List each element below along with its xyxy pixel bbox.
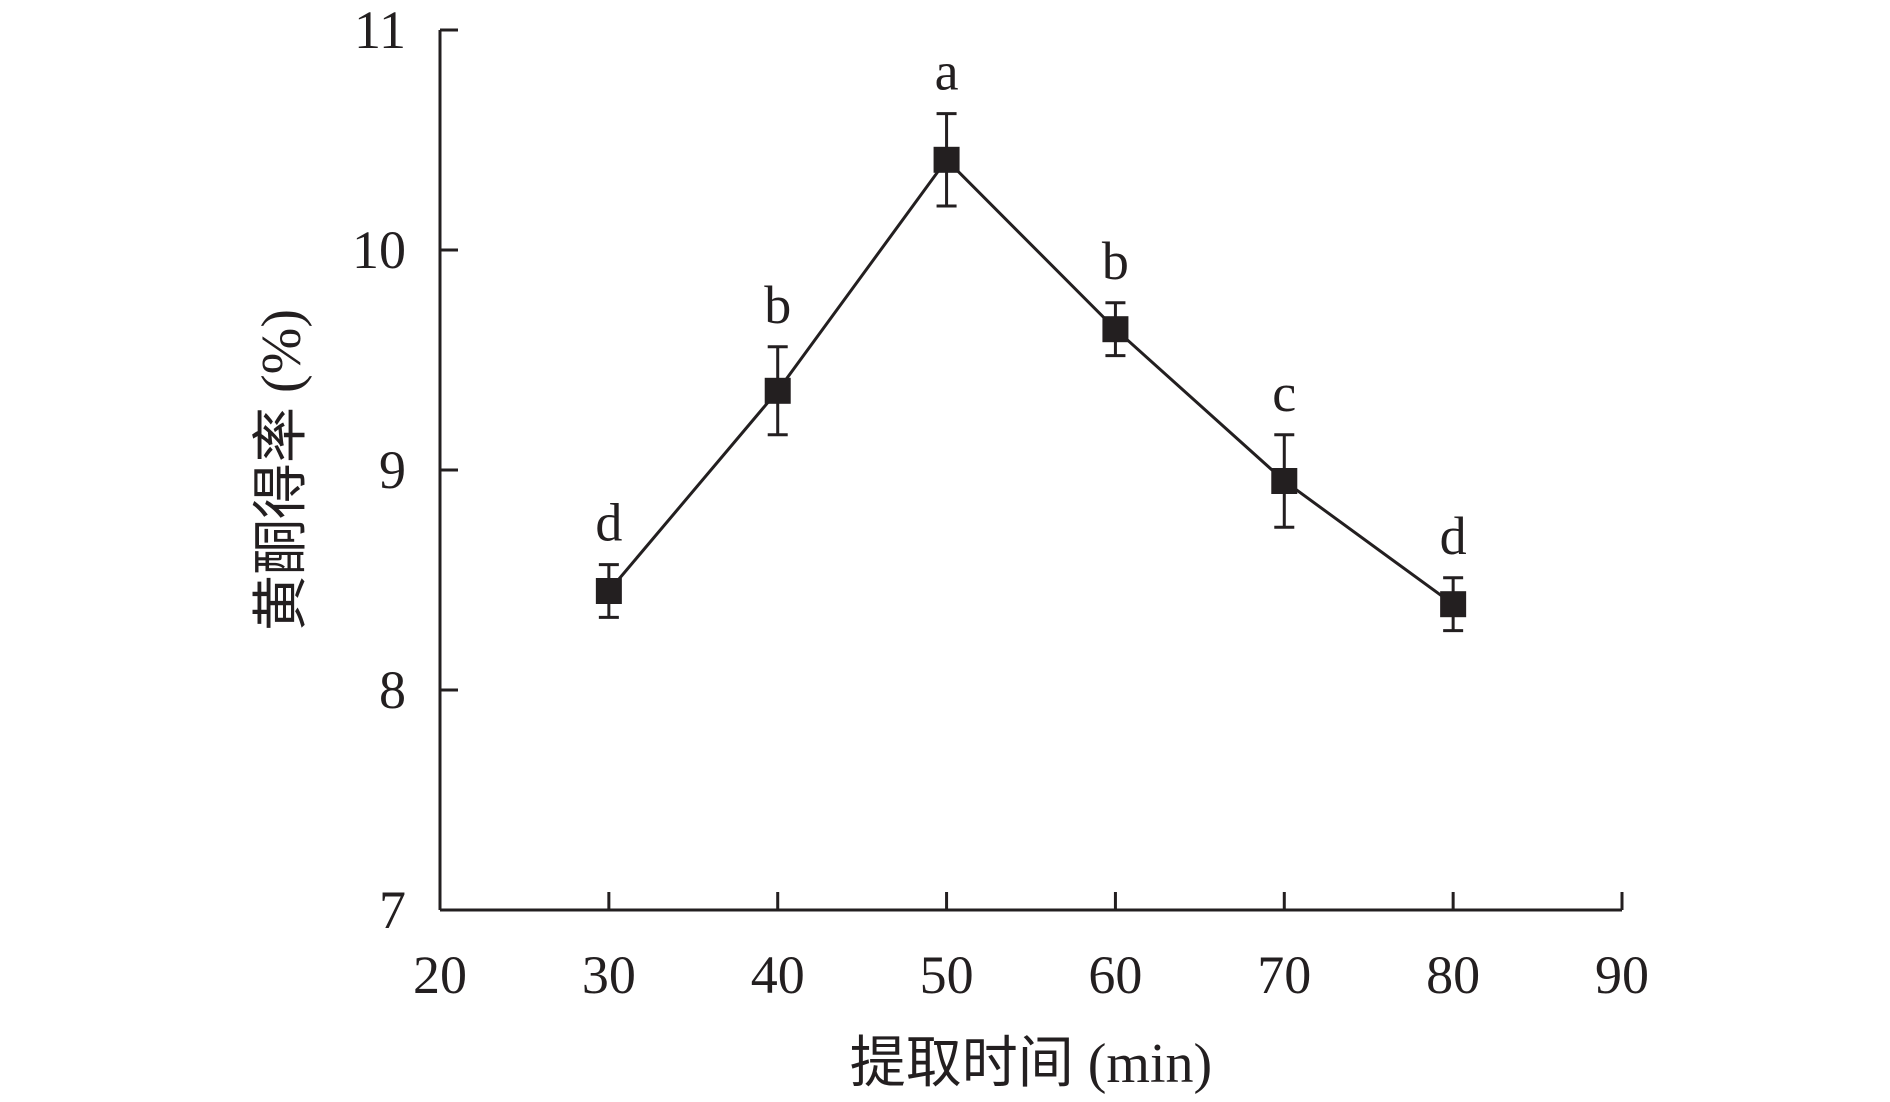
significance-label: b [1102,231,1129,291]
x-tick-label: 30 [582,945,636,1005]
data-point [595,578,622,604]
data-point [1102,316,1129,343]
series-line [607,157,1455,606]
axes [438,30,1622,912]
x-tick-label: 90 [1595,945,1649,1005]
x-axis-label: 提取时间 (min) [850,1033,1212,1095]
x-tick-label: 80 [1426,945,1480,1005]
x-tick-label: 40 [751,945,805,1005]
significance-label: c [1272,363,1296,423]
y-tick-label: 11 [354,0,406,60]
significance-label: d [1440,506,1467,566]
significance-label: a [935,42,959,102]
y-tick-label: 7 [379,880,406,940]
y-tick-label: 8 [379,660,406,720]
y-tick-label: 10 [352,220,406,280]
significance-label: b [764,275,791,335]
x-tick-label: 70 [1257,945,1311,1005]
data-point [1440,591,1467,618]
data-point [933,146,960,173]
x-tick-label: 60 [1088,945,1142,1005]
data-point [1271,468,1298,494]
x-ticks: 20 30 40 50 60 70 80 90 [413,892,1649,1005]
significance-label: d [595,493,622,553]
x-tick-label: 50 [920,945,974,1005]
y-ticks: 7 8 9 10 11 [352,0,458,940]
y-axis-label: 黄酮得率 (%) [251,309,313,631]
data-point [764,377,791,404]
plot-area: d b a b c d [595,42,1467,633]
y-tick-label: 9 [379,440,406,500]
x-tick-label: 20 [413,945,467,1005]
